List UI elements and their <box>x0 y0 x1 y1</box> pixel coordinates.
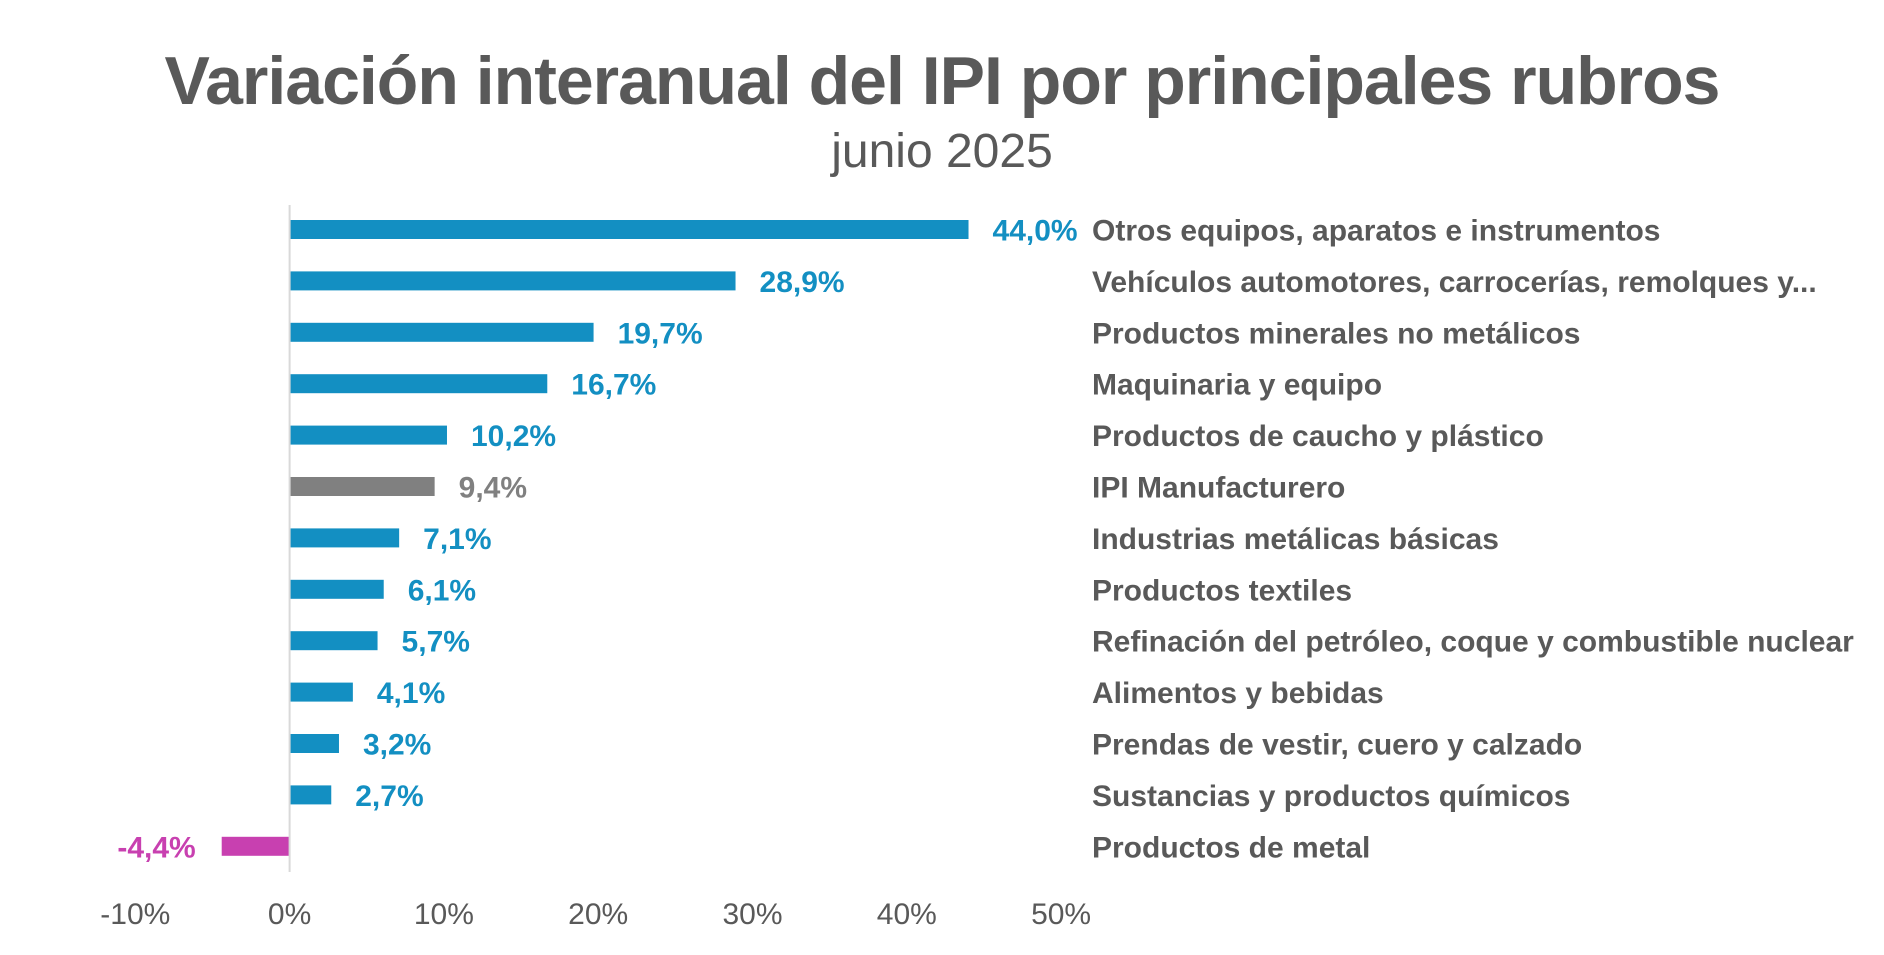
category-label: Productos minerales no metálicos <box>1092 317 1580 350</box>
bar <box>289 425 447 445</box>
bar <box>221 836 290 856</box>
chart-subtitle: junio 2025 <box>831 125 1053 178</box>
data-label: 4,1% <box>377 677 445 710</box>
category-label: Productos de metal <box>1092 831 1370 864</box>
x-tick-label: 10% <box>414 898 474 931</box>
x-axis-ticks: -10% 0% 10% 20% 30% 40% 50% <box>100 898 1091 931</box>
data-label: 19,7% <box>618 317 703 350</box>
data-labels-layer: 44,0% 28,9% 19,7% 16,7% 10,2% 9,4% 7,1% 6,1% 5,7… <box>117 215 1077 865</box>
x-tick-label: 30% <box>722 898 782 931</box>
bar <box>289 785 332 805</box>
bar <box>289 579 384 599</box>
data-label: 7,1% <box>423 523 491 556</box>
chart-title: Variación interanual del IPI por princip… <box>164 43 1720 119</box>
x-tick-label: 40% <box>877 898 937 931</box>
category-label: Productos textiles <box>1092 574 1352 607</box>
category-label: Vehículos automotores, carrocerías, remo… <box>1092 266 1817 299</box>
x-tick-label: -10% <box>100 898 170 931</box>
data-label: 5,7% <box>402 626 470 659</box>
data-label: 10,2% <box>471 420 556 453</box>
category-label: Prendas de vestir, cuero y calzado <box>1092 729 1582 762</box>
bar <box>289 682 353 702</box>
bar <box>289 631 378 651</box>
data-label: 28,9% <box>760 266 845 299</box>
category-label: Otros equipos, aparatos e instrumentos <box>1092 215 1660 248</box>
data-label: 44,0% <box>993 215 1078 248</box>
bar <box>289 322 594 342</box>
category-label: IPI Manufacturero <box>1092 472 1345 505</box>
bar <box>289 220 969 239</box>
category-labels-layer: Otros equipos, aparatos e instrumentos Ve… <box>1092 215 1854 865</box>
bar <box>289 528 400 548</box>
data-label: -4,4% <box>117 831 195 864</box>
bar <box>289 734 339 753</box>
x-tick-label: 20% <box>568 898 628 931</box>
data-label: 3,2% <box>363 729 431 762</box>
bar <box>289 374 548 394</box>
data-label: 16,7% <box>571 369 656 402</box>
data-label: 2,7% <box>355 780 423 813</box>
bar <box>289 477 435 496</box>
data-label: 9,4% <box>459 472 527 505</box>
category-label: Sustancias y productos químicos <box>1092 780 1570 813</box>
bars-layer <box>221 220 969 856</box>
category-label: Maquinaria y equipo <box>1092 369 1382 402</box>
x-tick-label: 50% <box>1031 898 1091 931</box>
category-label: Industrias metálicas básicas <box>1092 523 1499 556</box>
bar <box>289 271 736 291</box>
category-label: Productos de caucho y plástico <box>1092 420 1544 453</box>
data-label: 6,1% <box>408 574 476 607</box>
category-label: Alimentos y bebidas <box>1092 677 1384 710</box>
x-tick-label: 0% <box>268 898 311 931</box>
category-label: Refinación del petróleo, coque y combust… <box>1092 626 1854 659</box>
